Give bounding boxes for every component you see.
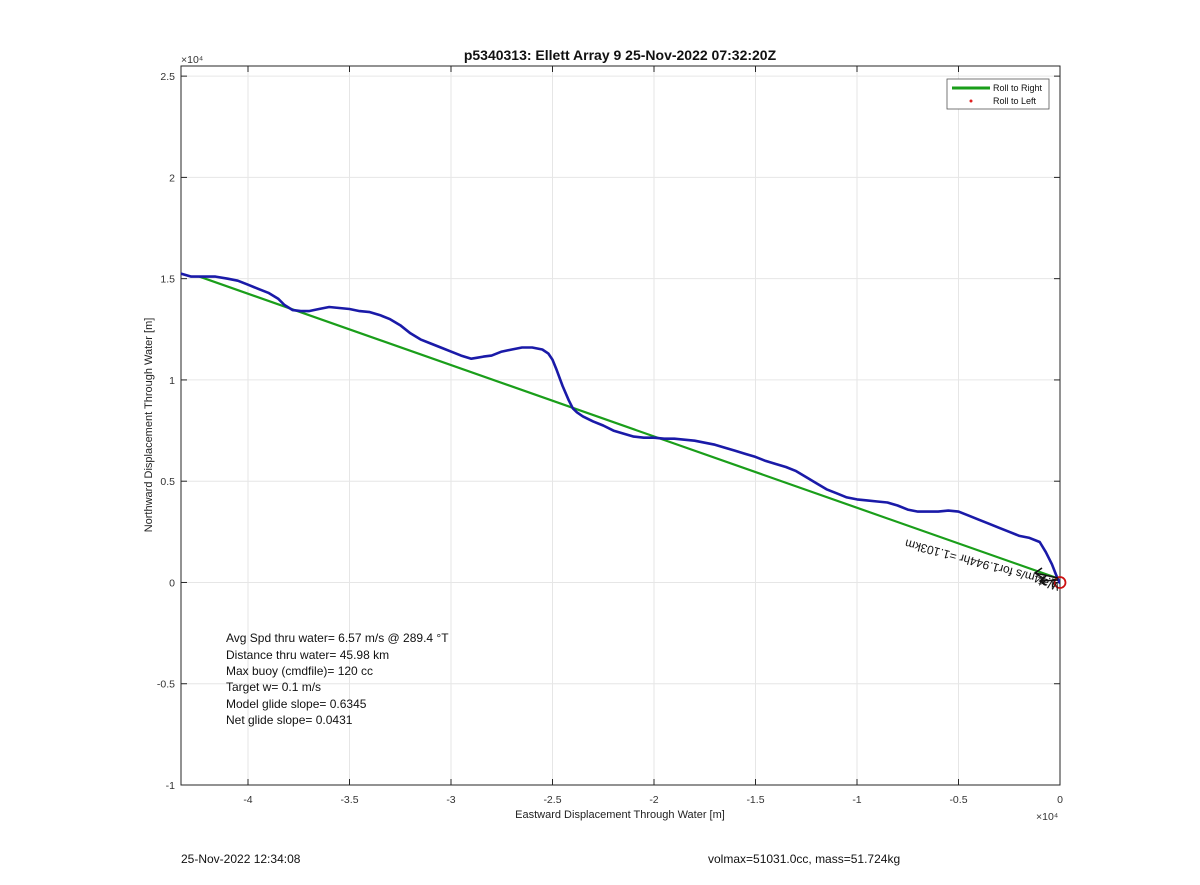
legend: Roll to Right Roll to Left (946, 78, 1050, 110)
legend-swatch-roll-left (969, 99, 973, 103)
legend-box (946, 78, 1050, 110)
y-tick-label: 2 (169, 172, 175, 184)
annotation-line-model-glide: Model glide slope= 0.6345 (226, 697, 367, 711)
series-track-line (181, 272, 1060, 584)
annotation-line-net-glide: Net glide slope= 0.0431 (226, 713, 353, 727)
annotation-line-max-buoy: Max buoy (cmdfile)= 120 cc (226, 664, 373, 678)
x-tick-label: -3 (446, 794, 455, 806)
plot-area (180, 65, 1061, 786)
y-axis-exponent: ×10⁴ (181, 54, 203, 66)
y-tick-label: 1.5 (160, 274, 175, 286)
grid-lines (181, 66, 1061, 786)
y-tick-label: -0.5 (157, 679, 175, 691)
y-tick-label: 1 (169, 375, 175, 387)
x-tick-label: -1 (852, 794, 861, 806)
series-roll-right-line (198, 275, 1060, 580)
x-axis-exponent: ×10⁴ (1036, 811, 1058, 823)
y-tick-label: -1 (166, 780, 175, 792)
annotation-line-avg-speed: Avg Spd thru water= 6.57 m/s @ 289.4 °T (226, 631, 449, 645)
x-axis-ticks: -4 -3.5 -3 -2.5 -2 -1.5 -1 -0.5 0 (243, 66, 1063, 806)
velocity-arrows (1033, 567, 1059, 586)
x-tick-label: -1.5 (746, 794, 764, 806)
x-tick-label: -2 (649, 794, 658, 806)
series-layer (181, 272, 1067, 589)
stats-annotation: Avg Spd thru water= 6.57 m/s @ 289.4 °T … (226, 631, 449, 727)
x-axis-label: Eastward Displacement Through Water [m] (515, 809, 725, 821)
water-arrow-icon (1038, 575, 1059, 586)
x-tick-label: 0 (1057, 794, 1063, 806)
footer-timestamp: 25-Nov-2022 12:34:08 (181, 852, 301, 866)
y-tick-label: 0 (169, 577, 175, 589)
legend-label-roll-right: Roll to Right (993, 83, 1043, 93)
x-tick-label: -3.5 (340, 794, 358, 806)
y-axis-ticks: -1 -0.5 0 0.5 1 1.5 2 2.5 (157, 71, 1060, 792)
y-tick-label: 2.5 (160, 71, 175, 83)
x-tick-label: -0.5 (949, 794, 967, 806)
x-tick-label: -2.5 (543, 794, 561, 806)
y-tick-label: 0.5 (160, 476, 175, 488)
footer-vehicle-params: volmax=51031.0cc, mass=51.724kg (708, 852, 901, 866)
end-position-marker-icon (1053, 576, 1067, 589)
current-arrow-icon (1033, 567, 1059, 579)
y-axis-label: Northward Displacement Through Water [m] (143, 318, 155, 533)
x-tick-label: -4 (243, 794, 252, 806)
annotation-line-distance: Distance thru water= 45.98 km (226, 648, 389, 662)
legend-label-roll-left: Roll to Left (993, 96, 1037, 106)
chart-title: p5340313: Ellett Array 9 25-Nov-2022 07:… (464, 47, 777, 63)
annotation-line-target-w: Target w= 0.1 m/s (226, 680, 321, 694)
